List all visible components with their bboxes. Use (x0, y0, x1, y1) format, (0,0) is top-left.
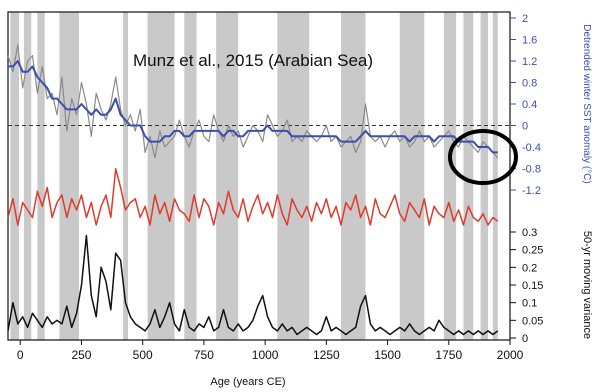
x-axis: 0 250 500 750 1000 1250 1500 1750 2000 (17, 340, 524, 362)
shaded-intervals (10, 12, 498, 340)
x-tick-label: 1000 (252, 348, 279, 362)
shaded-interval (59, 12, 80, 340)
series-line-moving_variance (7, 234, 499, 336)
y-tick-label-sst: -1.2 (522, 185, 541, 197)
plot-frame (7, 11, 511, 341)
highlight-ellipse (448, 129, 518, 185)
x-tick-label: 250 (71, 348, 91, 362)
y-tick-label-sst: 2 (522, 13, 528, 25)
y-tick-label-sst: -0.8 (522, 164, 541, 176)
series-line-sst_smoothed (8, 60, 498, 154)
shaded-interval (277, 12, 310, 340)
shaded-interval (23, 12, 32, 340)
series-layer (7, 44, 499, 336)
shaded-interval (492, 12, 498, 340)
y-tick-label-sst: 0.8 (522, 78, 537, 90)
y-axis-label-sst: Detrended winter SST anomaly (°C) (581, 24, 592, 183)
x-tick-label: 1500 (374, 348, 401, 362)
series-line-red_record (7, 168, 499, 226)
shaded-interval (147, 12, 175, 340)
shaded-interval (443, 12, 457, 340)
shaded-interval (399, 12, 425, 340)
shaded-interval (216, 12, 239, 340)
y-tick-label-variance: 0.15 (522, 280, 543, 292)
annotation-label: Munz et al., 2015 (Arabian Sea) (133, 51, 373, 70)
shaded-interval (480, 12, 488, 340)
x-tick-label: 1750 (435, 348, 462, 362)
y-tick-label-sst: -0.4 (522, 142, 541, 154)
x-axis-label: Age (years CE) (210, 376, 285, 388)
shaded-interval (37, 12, 45, 340)
right-axes: 2 1.6 1.2 0.8 0.4 0 -0.4 -0.8 -1.2 0.3 0.25 0.2 0.15… (510, 13, 543, 345)
x-tick-label: 1250 (313, 348, 340, 362)
x-tick-label: 500 (133, 348, 153, 362)
y-tick-label-sst: 0 (522, 121, 528, 133)
shaded-interval (341, 12, 366, 340)
y-axis-label-variance: 50-yr moving variance (581, 231, 593, 339)
shaded-interval (463, 12, 474, 340)
y-tick-label-variance: 0.3 (522, 227, 537, 239)
y-tick-label-variance: 0.1 (522, 298, 537, 310)
y-tick-label-variance: 0.2 (522, 262, 537, 274)
y-tick-label-variance: 0 (522, 333, 528, 345)
x-tick-label: 750 (194, 348, 214, 362)
y-tick-label-sst: 0.4 (522, 99, 537, 111)
x-tick-label: 0 (17, 348, 24, 362)
y-tick-label-sst: 1.6 (522, 35, 537, 47)
shaded-interval (123, 12, 128, 340)
y-tick-label-sst: 1.2 (522, 56, 537, 68)
shaded-interval (10, 12, 20, 340)
y-tick-label-variance: 0.25 (522, 245, 543, 257)
shaded-interval (184, 12, 197, 340)
y-tick-label-variance: 0.05 (522, 315, 543, 327)
x-tick-label: 2000 (497, 348, 524, 362)
series-line-sst_raw (7, 44, 499, 159)
